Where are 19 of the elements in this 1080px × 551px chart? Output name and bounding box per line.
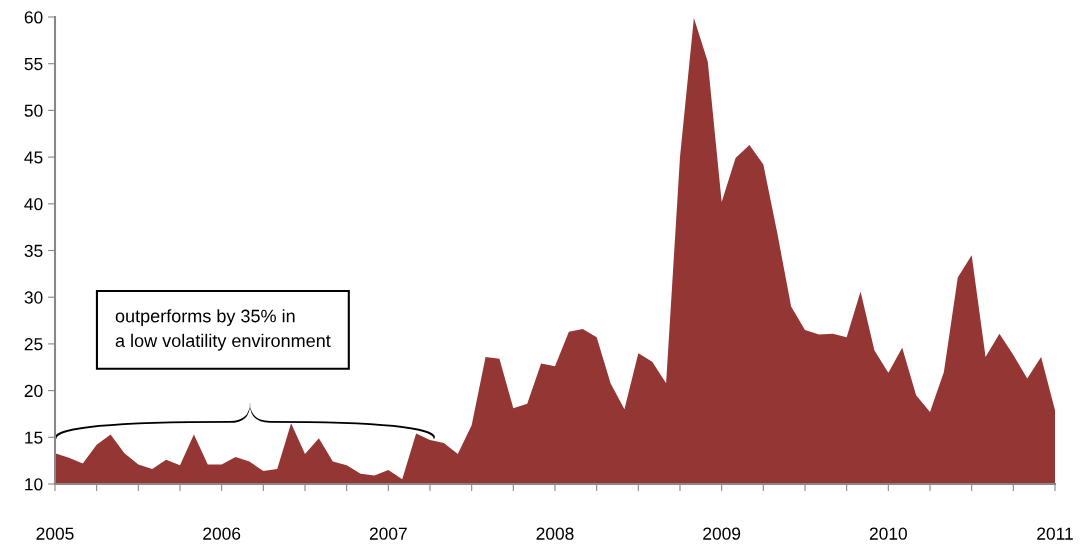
y-tick-label: 10 <box>25 478 43 491</box>
y-tick-label: 50 <box>24 104 43 117</box>
y-tick-label: 60 <box>24 11 43 24</box>
x-tick-label: 2009 <box>703 527 741 540</box>
annotation: outperforms by 35% in a low volatility environment <box>115 309 331 351</box>
y-tick-label: 45 <box>24 151 43 164</box>
y-tick-label: 15 <box>25 431 43 444</box>
x-tick-label: 2011 <box>1037 527 1073 540</box>
y-tick-label: 25 <box>24 338 43 351</box>
x-tick-label: 2007 <box>369 527 407 540</box>
y-tick-label: 20 <box>24 384 43 398</box>
y-tick-label: 40 <box>24 197 43 211</box>
x-tick-label: 2008 <box>536 527 574 540</box>
y-tick-label: 55 <box>24 58 43 71</box>
x-tick-label: 2006 <box>203 527 241 540</box>
x-tick-label: 2010 <box>869 527 907 540</box>
y-tick-label: 35 <box>24 244 43 257</box>
y-tick-label: 30 <box>24 291 43 304</box>
x-tick-label: 2005 <box>36 527 74 540</box>
